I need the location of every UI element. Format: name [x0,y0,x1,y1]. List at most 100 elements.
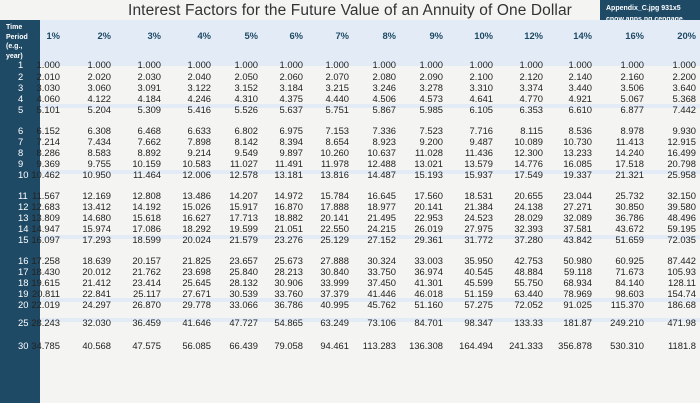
factor-cell: 2.080 [372,71,396,82]
factor-cell: 13.809 [31,212,60,223]
factor-cell: 1.000 [469,59,493,70]
factor-cell: 13.233 [563,147,592,158]
factor-cell: 10.159 [132,158,161,169]
factor-cell: 471.98 [667,317,696,328]
factor-cell: 23.698 [182,266,211,277]
factor-cell: 51.659 [615,234,644,245]
factor-cell: 41.301 [414,277,443,288]
factor-cell: 50.980 [563,255,592,266]
factor-cell: 21.579 [229,234,258,245]
factor-cell: 5.985 [419,104,443,115]
factor-cell: 5.368 [672,93,696,104]
factor-cell: 22.841 [82,288,111,299]
factor-cell: 12.488 [367,158,396,169]
period-number: 14 [18,223,29,234]
factor-cell: 115.370 [610,299,644,310]
factor-cell: 30.850 [615,201,644,212]
factor-cell: 13.579 [464,158,493,169]
period-number: 25 [18,317,29,328]
factor-cell: 78.969 [563,288,592,299]
factor-cell: 2.030 [137,71,161,82]
factor-cell: 3.506 [620,82,644,93]
factor-cell: 25.673 [274,255,303,266]
factor-cell: 79.058 [274,340,303,351]
factor-cell: 1.000 [234,59,258,70]
factor-cell: 12.915 [667,136,696,147]
factor-cell: 1.000 [279,59,303,70]
factor-cell: 45.599 [464,277,493,288]
factor-cell: 9.897 [279,147,303,158]
factor-cell: 17.293 [82,234,111,245]
factor-cell: 20.012 [82,266,111,277]
factor-cell: 12.006 [182,169,211,180]
factor-cell: 33.999 [320,277,349,288]
factor-cell: 25.958 [667,169,696,180]
rate-header: 4% [197,30,211,41]
factor-cell: 6.633 [187,125,211,136]
factor-cell: 33.003 [414,255,443,266]
factor-cell: 4.060 [36,93,60,104]
period-number: 16 [18,255,29,266]
factor-cell: 23.276 [274,234,303,245]
factor-cell: 9.214 [187,147,211,158]
factor-cell: 29.778 [182,299,211,310]
factor-cell: 18.531 [464,190,493,201]
factor-cell: 40.545 [464,266,493,277]
factor-cell: 4.122 [87,93,111,104]
period-number: 2 [18,71,24,82]
factor-cell: 13.816 [320,169,349,180]
row-group-separator [40,104,700,108]
factor-cell: 17.888 [320,201,349,212]
factor-cell: 11.027 [230,158,258,169]
factor-cell: 48.884 [514,266,543,277]
factor-cell: 20.157 [132,255,161,266]
factor-cell: 34.785 [31,340,60,351]
factor-cell: 16.870 [274,201,303,212]
factor-cell: 43.672 [615,223,644,234]
factor-cell: 59.118 [564,266,592,277]
factor-cell: 1.000 [137,59,161,70]
factor-cell: 7.214 [36,136,60,147]
factor-cell: 7.434 [87,136,111,147]
factor-cell: 41.446 [367,288,396,299]
factor-cell: 24.297 [82,299,111,310]
factor-cell: 1.000 [372,59,396,70]
factor-cell: 2.050 [234,71,258,82]
factor-cell: 24.215 [367,223,396,234]
period-number: 7 [18,136,24,147]
factor-cell: 10.089 [514,136,543,147]
factor-cell: 14.192 [132,201,161,212]
factor-cell: 2.120 [519,71,543,82]
factor-cell: 1.000 [620,59,644,70]
factor-cell: 41.646 [182,317,211,328]
factor-cell: 63.249 [320,317,349,328]
factor-cell: 48.496 [667,212,696,223]
factor-cell: 1.000 [568,59,592,70]
row-group-separator [40,298,700,302]
factor-cell: 17.258 [31,255,60,266]
factor-cell: 57.275 [464,299,493,310]
factor-cell: 6.468 [137,125,161,136]
period-number: 5 [18,104,24,115]
factor-cell: 8.978 [620,125,644,136]
factor-cell: 154.74 [667,288,696,299]
factor-cell: 98.347 [464,317,493,328]
corner-header-line: Time [6,24,23,31]
factor-cell: 2.060 [279,71,303,82]
factor-cell: 3.440 [568,82,592,93]
factor-cell: 12.683 [31,201,60,212]
factor-cell: 18.639 [82,255,111,266]
factor-cell: 5.637 [279,104,303,115]
period-number: 1 [18,59,24,70]
factor-cell: 6.308 [87,125,111,136]
factor-cell: 36.459 [132,317,161,328]
factor-cell: 9.369 [36,158,60,169]
factor-cell: 3.152 [234,82,258,93]
period-number: 12 [18,201,29,212]
row-group-separator [40,318,700,322]
factor-cell: 3.122 [187,82,211,93]
factor-cell: 98.603 [615,288,644,299]
factor-cell: 30.906 [274,277,303,288]
factor-cell: 91.025 [563,299,592,310]
factor-cell: 39.580 [667,201,696,212]
